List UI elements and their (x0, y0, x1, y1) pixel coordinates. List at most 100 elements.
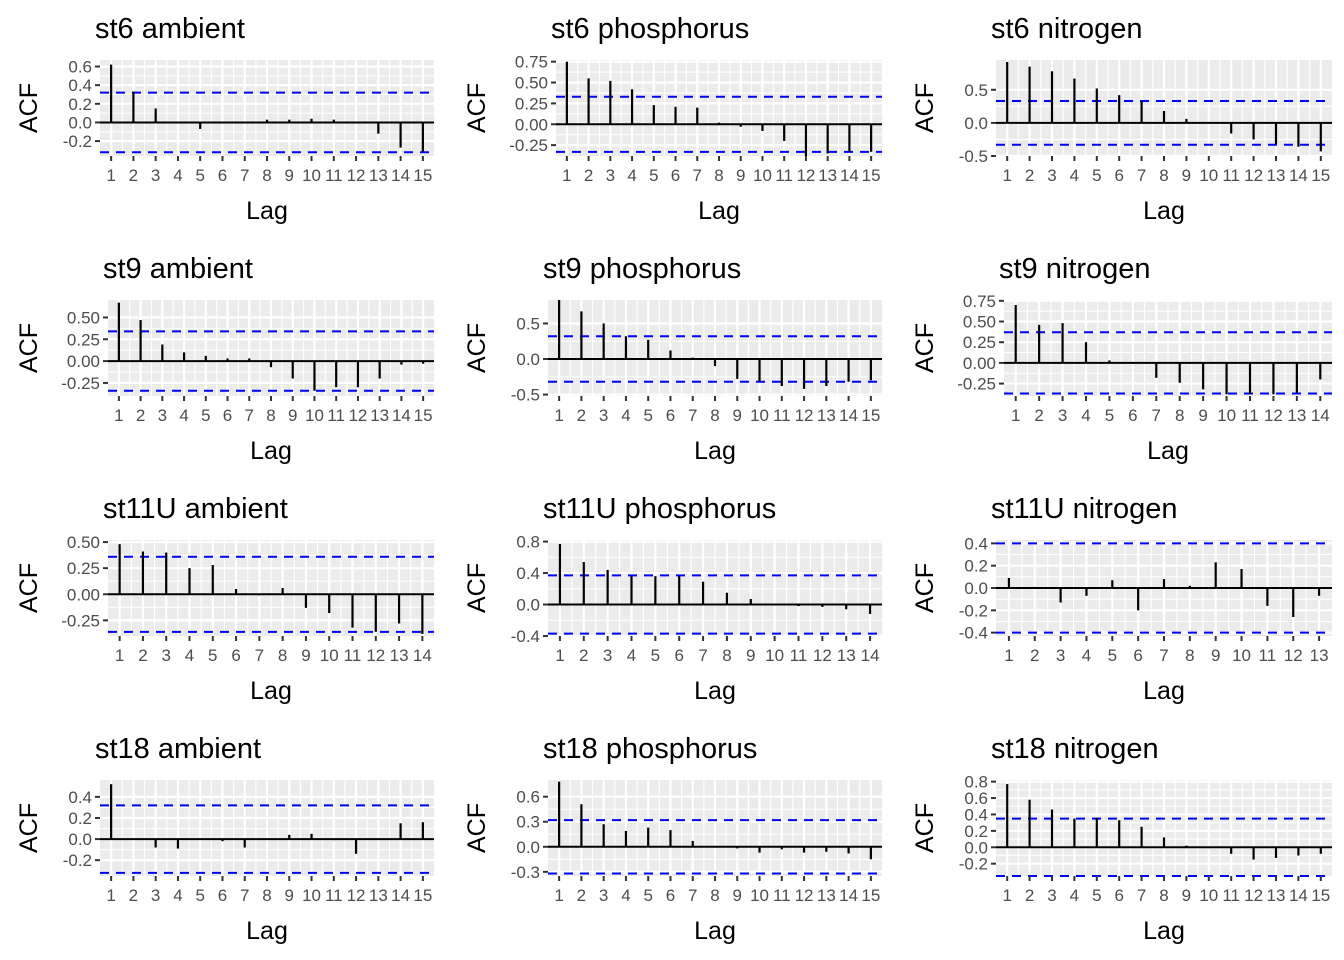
x-tick-label: 15 (413, 166, 432, 185)
y-tick-label: 0.5 (516, 314, 540, 333)
x-tick-label: 14 (1289, 886, 1308, 905)
y-tick-label: 0.6 (516, 788, 540, 807)
y-tick-label: 0.2 (68, 95, 92, 114)
x-tick-label: 14 (1311, 406, 1330, 425)
x-axis-label: Lag (694, 677, 736, 705)
x-tick-label: 12 (347, 166, 366, 185)
x-tick-label: 1 (555, 646, 564, 665)
x-tick-label: 4 (1070, 166, 1079, 185)
x-tick-label: 14 (840, 166, 859, 185)
x-tick-label: 8 (262, 166, 271, 185)
x-tick-label: 3 (161, 646, 170, 665)
x-axis-label: Lag (694, 437, 736, 465)
x-tick-label: 8 (262, 886, 271, 905)
panel-st6-ambient: -0.20.00.20.40.61 2 3 4 5 6 7 8 9 10 11 12 13 14 15st6… (15, 13, 434, 225)
y-tick-label: 0.00 (67, 352, 100, 371)
x-tick-label: 15 (861, 406, 880, 425)
y-tick-label: 0.25 (515, 94, 548, 113)
x-tick-label: 1 (115, 646, 124, 665)
x-tick-label: 11 (1259, 646, 1277, 665)
x-tick-label: 4 (627, 166, 636, 185)
x-tick-label: 10 (753, 166, 772, 185)
y-tick-label: 0.25 (67, 559, 100, 578)
panel-title: st11U ambient (103, 493, 288, 525)
x-tick-label: 7 (1152, 406, 1161, 425)
y-tick-label: 0.50 (67, 308, 100, 327)
panel-st6-phosphorus: -0.250.000.250.500.751 2 3 4 5 6 7 8 9 10 11 12 13 14… (463, 13, 882, 225)
x-tick-label: 6 (218, 886, 227, 905)
x-tick-label: 11 (325, 886, 343, 905)
x-tick-label: 12 (348, 406, 367, 425)
x-tick-label: 5 (1108, 646, 1117, 665)
x-tick-label: 3 (603, 646, 612, 665)
y-axis-label: ACF (15, 563, 43, 613)
y-tick-label: 0.4 (964, 534, 988, 553)
x-tick-label: 13 (837, 646, 856, 665)
x-tick-label: 6 (671, 166, 680, 185)
x-tick-label: 4 (173, 886, 182, 905)
panel-st9-ambient: -0.250.000.250.501 2 3 4 5 6 7 8 9 10 11 12 13 14 15st… (15, 253, 434, 465)
x-tick-label: 9 (736, 166, 745, 185)
x-tick-label: 2 (579, 646, 588, 665)
x-tick-label: 1 (114, 406, 123, 425)
x-tick-label: 5 (208, 646, 217, 665)
x-tick-label: 14 (1289, 166, 1308, 185)
x-tick-label: 5 (1105, 406, 1114, 425)
x-tick-label: 2 (577, 886, 586, 905)
panel-title: st9 ambient (103, 253, 253, 285)
x-tick-label: 4 (179, 406, 188, 425)
x-tick-label: 11 (1222, 886, 1240, 905)
y-tick-label: -0.25 (61, 611, 100, 630)
x-tick-label: 12 (813, 646, 832, 665)
y-tick-label: 0.0 (964, 838, 988, 857)
y-tick-label: 0.00 (67, 585, 100, 604)
x-tick-label: 4 (173, 166, 182, 185)
x-tick-label: 4 (621, 406, 630, 425)
y-tick-label: 0.0 (964, 114, 988, 133)
x-axis-label: Lag (698, 197, 740, 225)
x-tick-label: 3 (151, 166, 160, 185)
x-tick-label: 1 (1002, 886, 1011, 905)
x-axis-label: Lag (1143, 197, 1185, 225)
y-axis-label: ACF (911, 83, 939, 133)
x-tick-label: 2 (1025, 166, 1034, 185)
x-tick-label: 8 (710, 886, 719, 905)
x-tick-label: 7 (1137, 886, 1146, 905)
panel-title: st18 nitrogen (991, 733, 1159, 765)
x-tick-label: 1 (106, 166, 115, 185)
x-tick-label: 9 (733, 406, 742, 425)
x-tick-label: 7 (688, 406, 697, 425)
x-tick-label: 15 (1311, 166, 1330, 185)
x-tick-label: 2 (1030, 646, 1039, 665)
x-tick-label: 13 (1267, 886, 1286, 905)
y-tick-label: 0.5 (964, 81, 988, 100)
x-tick-label: 9 (733, 886, 742, 905)
y-tick-label: 0.75 (515, 53, 548, 72)
x-tick-label: 14 (839, 406, 858, 425)
y-tick-label: 0.0 (964, 579, 988, 598)
x-tick-label: 6 (1128, 406, 1137, 425)
y-tick-label: -0.5 (511, 386, 540, 405)
x-tick-label: 10 (1199, 886, 1218, 905)
x-tick-label: 8 (1159, 166, 1168, 185)
x-tick-label: 8 (722, 646, 731, 665)
x-tick-label: 2 (129, 886, 138, 905)
x-axis-label: Lag (246, 917, 288, 945)
x-tick-label: 8 (266, 406, 275, 425)
y-tick-label: 0.25 (67, 330, 100, 349)
x-tick-label: 14 (392, 406, 411, 425)
x-tick-label: 7 (240, 886, 249, 905)
x-tick-label: 11 (1241, 406, 1259, 425)
x-tick-label: 10 (1232, 646, 1251, 665)
x-tick-label: 3 (1047, 166, 1056, 185)
x-tick-label: 12 (1284, 646, 1303, 665)
panel-title: st6 ambient (95, 13, 245, 45)
x-tick-label: 4 (1081, 406, 1090, 425)
y-tick-label: -0.2 (63, 132, 92, 151)
x-tick-label: 3 (151, 886, 160, 905)
x-tick-label: 12 (347, 886, 366, 905)
x-tick-label: 13 (369, 886, 388, 905)
x-tick-label: 12 (1244, 166, 1263, 185)
